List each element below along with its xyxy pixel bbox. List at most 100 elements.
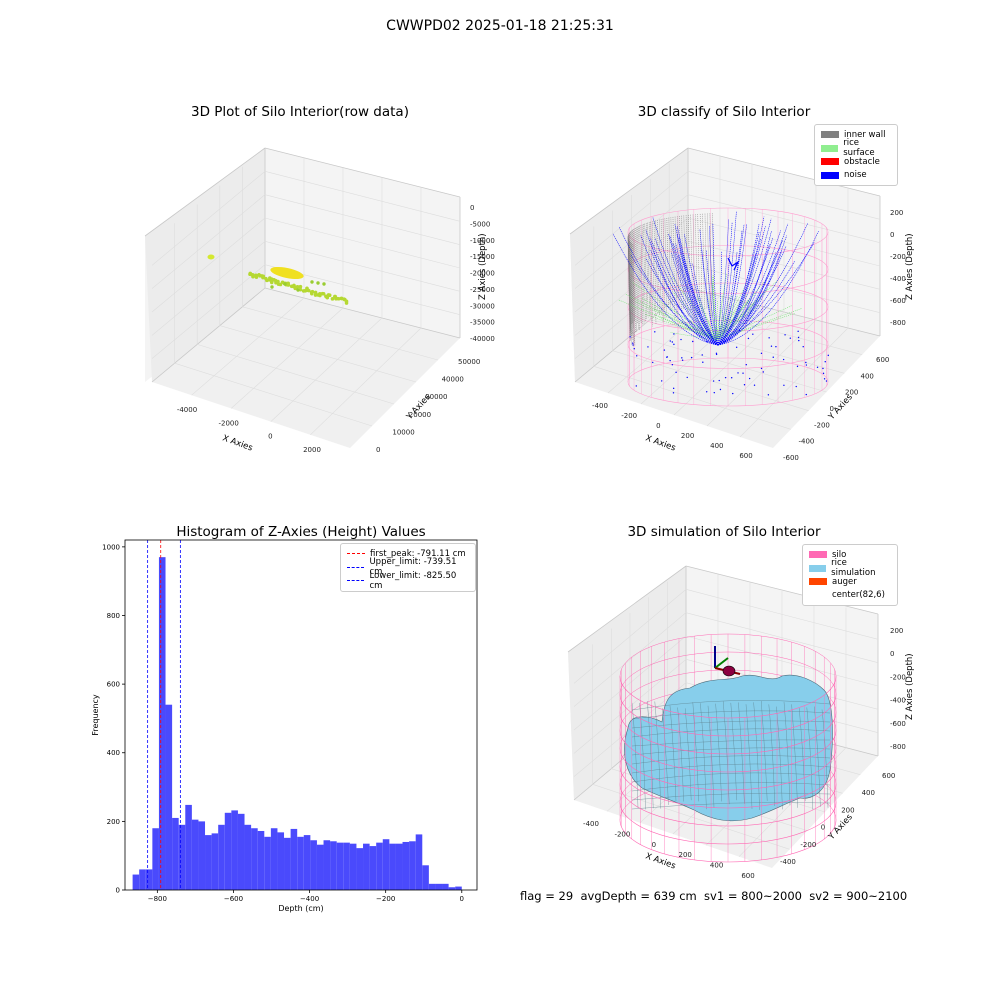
noise-point bbox=[715, 352, 718, 354]
rice-surface-stroke bbox=[712, 277, 717, 341]
histogram-bar bbox=[257, 830, 265, 890]
raw-x-tick-label: 0 bbox=[268, 433, 272, 441]
histogram-bar bbox=[158, 557, 166, 890]
classify-legend-label: obstacle bbox=[844, 156, 880, 167]
noise-stroke bbox=[717, 261, 795, 346]
classify-x-tick-label: 0 bbox=[656, 422, 660, 430]
simulation-z-axis-ticks: 200 0 -200 -400 -600 -800 bbox=[890, 627, 906, 751]
raw-point bbox=[305, 286, 309, 291]
raw-point bbox=[313, 293, 318, 297]
histogram-y-tick-label: 400 bbox=[107, 749, 120, 757]
silo-wireframe bbox=[627, 207, 829, 407]
histogram-x-tick-label: 0 bbox=[460, 895, 464, 903]
histogram-bar bbox=[218, 824, 225, 890]
rice-mesh-line bbox=[753, 702, 760, 810]
inner-wall-stroke bbox=[633, 229, 636, 333]
inner-wall-stroke bbox=[630, 242, 634, 341]
inner-wall-stroke bbox=[662, 218, 666, 318]
histogram-bar bbox=[316, 844, 324, 890]
histogram-bar bbox=[402, 841, 410, 890]
inner-wall-stroke bbox=[679, 216, 682, 314]
rice-surface-stroke bbox=[672, 291, 717, 341]
raw-point bbox=[316, 293, 320, 297]
noise-stroke bbox=[677, 226, 719, 346]
raw-z-tick-label: -25000 bbox=[470, 286, 495, 294]
histogram-x-tick-label: −200 bbox=[376, 895, 395, 903]
inner-wall-stroke bbox=[674, 216, 678, 317]
rice-surface-stroke bbox=[715, 295, 733, 341]
noise-stroke bbox=[717, 224, 745, 346]
rice-surface-stroke bbox=[715, 272, 753, 341]
classify-x-axis-ticks: -400 -200 0 200 400 600 bbox=[592, 402, 753, 460]
inner-wall-stroke bbox=[637, 226, 640, 331]
raw-point bbox=[274, 281, 278, 285]
inner-wall-stroke bbox=[676, 216, 680, 308]
histogram-bar bbox=[244, 824, 252, 890]
rice-mesh-line bbox=[631, 782, 831, 792]
simulation-z-tick-label: -400 bbox=[890, 697, 906, 705]
rice-surface-stroke bbox=[715, 309, 732, 341]
raw-y-axis-label: Y Axies bbox=[404, 392, 433, 423]
raw-point bbox=[272, 278, 276, 282]
raw-point bbox=[322, 282, 326, 286]
histogram-bar bbox=[297, 836, 304, 890]
noise-stroke bbox=[717, 216, 765, 346]
silo-ring-front bbox=[619, 819, 837, 863]
rice-mesh-line bbox=[631, 702, 639, 809]
histogram-bar bbox=[270, 828, 278, 890]
noise-point bbox=[669, 359, 671, 362]
histogram-y-tick-label: 200 bbox=[107, 818, 120, 826]
noise-point bbox=[669, 340, 671, 342]
histogram-bar bbox=[178, 824, 186, 890]
rice-mesh-line bbox=[631, 700, 831, 711]
noise-point bbox=[825, 380, 828, 382]
inner-wall-stroke bbox=[627, 238, 631, 341]
histogram-bar bbox=[389, 843, 396, 890]
raw-point bbox=[342, 297, 346, 301]
histogram-bar bbox=[395, 843, 403, 890]
raw-point bbox=[273, 278, 278, 283]
noise-stroke bbox=[717, 226, 766, 346]
inner-wall-stroke bbox=[641, 224, 645, 324]
inner-wall-stroke bbox=[650, 221, 653, 327]
rice-mesh-line bbox=[791, 704, 798, 808]
histogram-bar bbox=[356, 848, 364, 890]
raw-y-tick-label: 50000 bbox=[458, 358, 480, 366]
raw-point bbox=[296, 288, 300, 292]
classify-y-tick-label: 0 bbox=[830, 405, 834, 413]
classify-z-tick-label: -200 bbox=[890, 253, 906, 261]
raw-point bbox=[309, 291, 314, 296]
raw-point bbox=[286, 283, 291, 287]
rice-surface-stroke bbox=[699, 301, 717, 341]
inner-wall-stroke bbox=[647, 222, 650, 316]
rice-surface-stroke bbox=[645, 313, 717, 341]
noise-point bbox=[743, 384, 746, 386]
histogram-bar bbox=[422, 865, 429, 890]
noise-point bbox=[675, 371, 677, 374]
simulation-y-tick-label: 600 bbox=[882, 772, 895, 780]
raw-point bbox=[325, 295, 329, 300]
raw-x-tick-label: 2000 bbox=[303, 446, 321, 454]
noise-point bbox=[805, 393, 807, 396]
histogram-x-axis-label: Depth (cm) bbox=[278, 904, 323, 913]
rice-mesh-line bbox=[631, 710, 831, 720]
rice-surface-stroke bbox=[634, 301, 717, 341]
noise-point bbox=[738, 329, 741, 332]
noise-stroke bbox=[692, 263, 719, 346]
rice-surface-stroke bbox=[715, 298, 752, 341]
classify-legend-item: noise bbox=[821, 169, 891, 183]
noise-point bbox=[770, 345, 773, 347]
rice-surface-stroke bbox=[715, 295, 738, 341]
rice-mesh-line bbox=[715, 703, 722, 802]
inner-wall-stroke bbox=[683, 215, 687, 308]
histogram-legend-label: Lower_limit: -825.50 cm bbox=[369, 570, 457, 591]
silo-ring-front bbox=[619, 801, 837, 845]
histogram-bar bbox=[145, 869, 153, 890]
histogram-bar bbox=[290, 828, 298, 890]
inner-wall-stroke bbox=[690, 214, 693, 313]
raw-plot-title: 3D Plot of Silo Interior(row data) bbox=[191, 104, 409, 120]
classify-y-tick-label: 600 bbox=[876, 356, 889, 364]
noise-stroke bbox=[717, 224, 760, 346]
histogram-x-tick-label: −400 bbox=[300, 895, 319, 903]
